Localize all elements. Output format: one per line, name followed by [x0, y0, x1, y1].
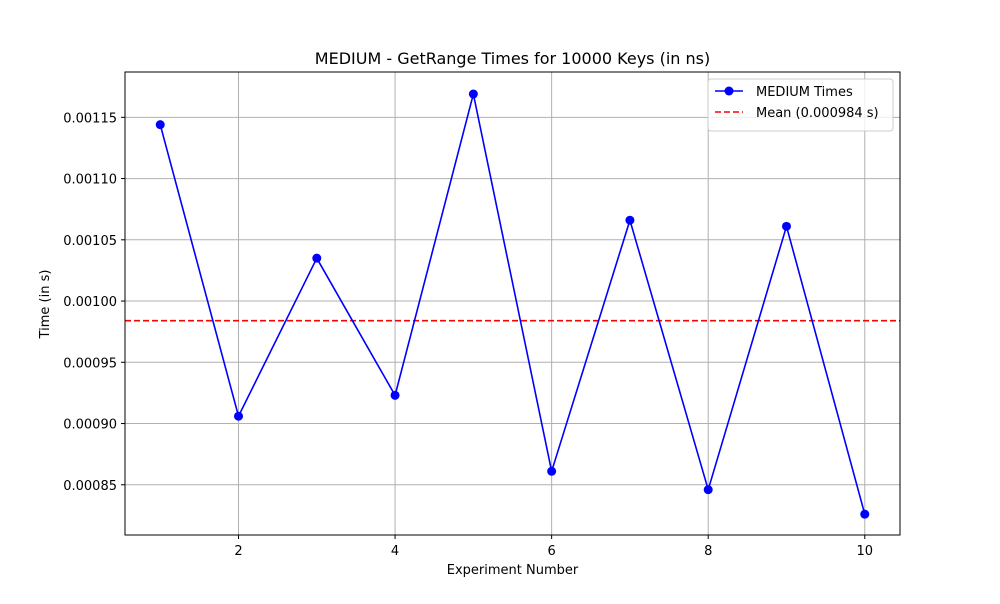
x-tick-label: 2	[234, 544, 242, 559]
grid-lines	[125, 72, 900, 535]
data-point	[703, 485, 713, 495]
data-point	[781, 221, 791, 231]
legend: MEDIUM Times Mean (0.000984 s)	[707, 78, 894, 132]
data-point	[468, 89, 478, 99]
y-tick-label: 0.00100	[63, 295, 117, 310]
y-tick-label: 0.00085	[63, 479, 117, 494]
x-tick-label: 4	[391, 544, 399, 559]
data-point	[625, 215, 635, 225]
series-line	[159, 93, 866, 515]
y-tick-label: 0.00110	[63, 173, 117, 188]
data-point	[390, 390, 400, 400]
legend-label: Mean (0.000984 s)	[756, 106, 879, 121]
x-tick-label: 6	[548, 544, 556, 559]
y-tick-label: 0.00095	[63, 356, 117, 371]
x-tick-label: 8	[704, 544, 712, 559]
y-tick-label: 0.00105	[63, 234, 117, 249]
legend-box	[707, 78, 894, 132]
data-point	[860, 509, 870, 519]
x-tick-label: 10	[856, 544, 873, 559]
axis-ticks: 2 4 6 8 10 0.00085 0.00090 0.00095 0.00100 0.0010…	[63, 111, 873, 559]
y-tick-label: 0.00115	[63, 111, 117, 126]
legend-marker	[724, 86, 734, 96]
data-point	[547, 466, 557, 476]
y-tick-label: 0.00090	[63, 418, 117, 433]
plot-area-frame	[124, 71, 901, 536]
legend-label: MEDIUM Times	[756, 85, 853, 100]
data-point	[234, 411, 244, 421]
x-axis-label: Experiment Number	[447, 563, 579, 578]
chart-title: MEDIUM - GetRange Times for 10000 Keys (…	[315, 49, 710, 68]
data-point	[312, 253, 322, 263]
y-axis-label: Time (in s)	[38, 270, 53, 340]
data-point	[155, 120, 165, 130]
data-series	[155, 89, 870, 519]
